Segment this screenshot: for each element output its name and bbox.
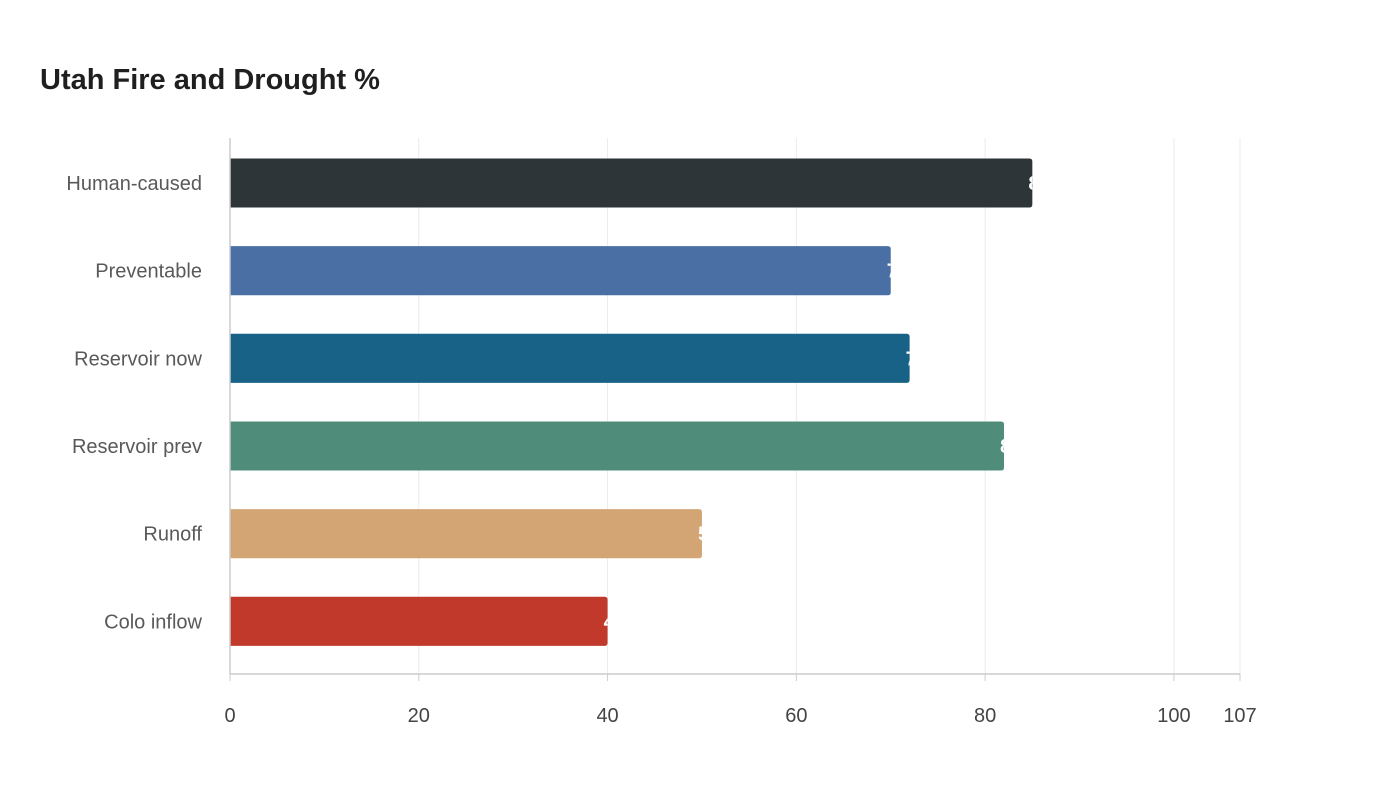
bar	[230, 333, 910, 383]
value-label: 70	[887, 261, 909, 283]
x-tick-label: 40	[596, 705, 618, 727]
category-label: Reservoir now	[74, 348, 202, 370]
x-tick-label: 80	[974, 705, 996, 727]
x-tick-label: 60	[785, 705, 807, 727]
bar	[230, 421, 1005, 471]
x-tick-label: 100	[1157, 705, 1190, 727]
x-tick-label: 0	[224, 705, 235, 727]
category-label: Human-caused	[66, 173, 202, 195]
value-label: 72	[906, 348, 928, 370]
value-label: 50	[698, 524, 720, 546]
category-label: Colo inflow	[104, 611, 202, 633]
x-tick-label: 20	[408, 705, 430, 727]
bar	[230, 596, 608, 646]
value-label: 40	[604, 611, 626, 633]
x-tick-label: 107	[1223, 705, 1256, 727]
gridlines	[418, 138, 1241, 674]
value-label: 82	[1000, 436, 1022, 458]
bar	[230, 246, 891, 296]
bars: 85 70 72 82 50 40	[230, 158, 1050, 646]
bar	[230, 158, 1033, 208]
chart-title: Utah Fire and Drought %	[40, 64, 380, 96]
category-label: Preventable	[95, 261, 202, 283]
axes: 0 20 40 60 80 100 107 Human-caused Preventable Re…	[66, 138, 1257, 727]
value-label: 85	[1028, 173, 1050, 195]
bar	[230, 509, 702, 559]
category-label: Runoff	[143, 524, 202, 546]
category-label: Reservoir prev	[72, 436, 202, 458]
